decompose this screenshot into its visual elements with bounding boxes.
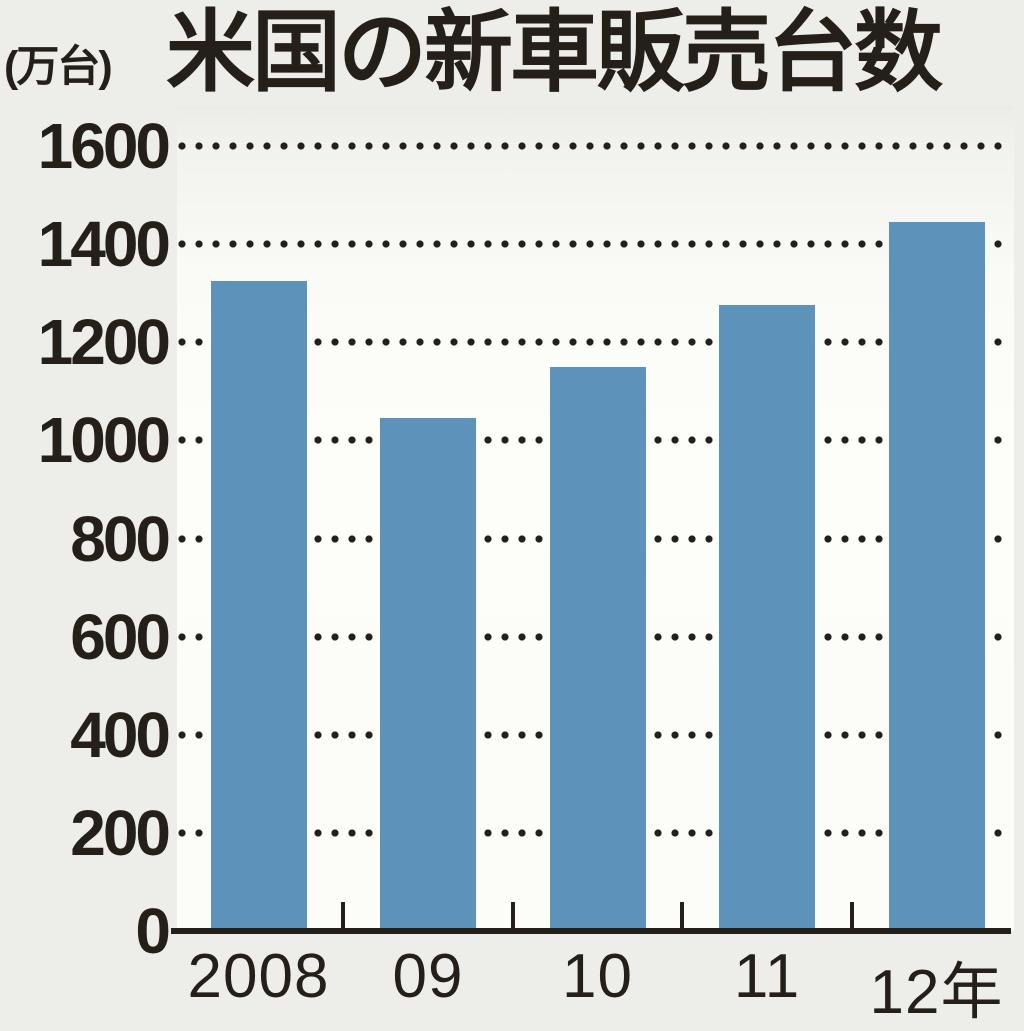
grid-line-1200	[178, 338, 1010, 347]
y-axis-label-1200: 1200	[37, 306, 171, 379]
bar-10	[549, 366, 646, 931]
y-axis-label-1600: 1600	[37, 110, 171, 182]
x-axis-tick-2	[510, 902, 515, 928]
bar-11	[719, 305, 815, 931]
y-axis-label-400: 400	[70, 698, 171, 771]
y-axis-label-1400: 1400	[37, 208, 171, 281]
x-axis-label-10: 10	[562, 942, 633, 1011]
x-axis-label-09: 09	[392, 942, 464, 1011]
x-axis-label-2008: 2008	[187, 942, 330, 1011]
bar-12年	[888, 222, 985, 931]
x-axis-label-11: 11	[733, 942, 801, 1011]
chart-title: 米国の新車販売台数	[166, 2, 943, 102]
bar-2008	[210, 280, 307, 931]
x-axis-tick-4	[849, 902, 854, 928]
grid-line-1400	[178, 240, 1010, 249]
y-axis-label-1000: 1000	[37, 404, 171, 477]
y-axis-label-600: 600	[70, 600, 171, 673]
y-axis-unit-label: (万台)	[4, 43, 113, 91]
y-axis-label-200: 200	[70, 796, 171, 869]
x-axis-label-12年: 12年	[869, 958, 1004, 1027]
x-axis-line	[171, 928, 1011, 934]
y-axis-label-800: 800	[70, 502, 171, 575]
bar-09	[380, 418, 476, 931]
x-axis-tick-1	[341, 902, 346, 928]
y-axis-label-0: 0	[135, 895, 171, 967]
x-axis-tick-3	[680, 902, 685, 928]
grid-line-1600	[178, 142, 1010, 150]
